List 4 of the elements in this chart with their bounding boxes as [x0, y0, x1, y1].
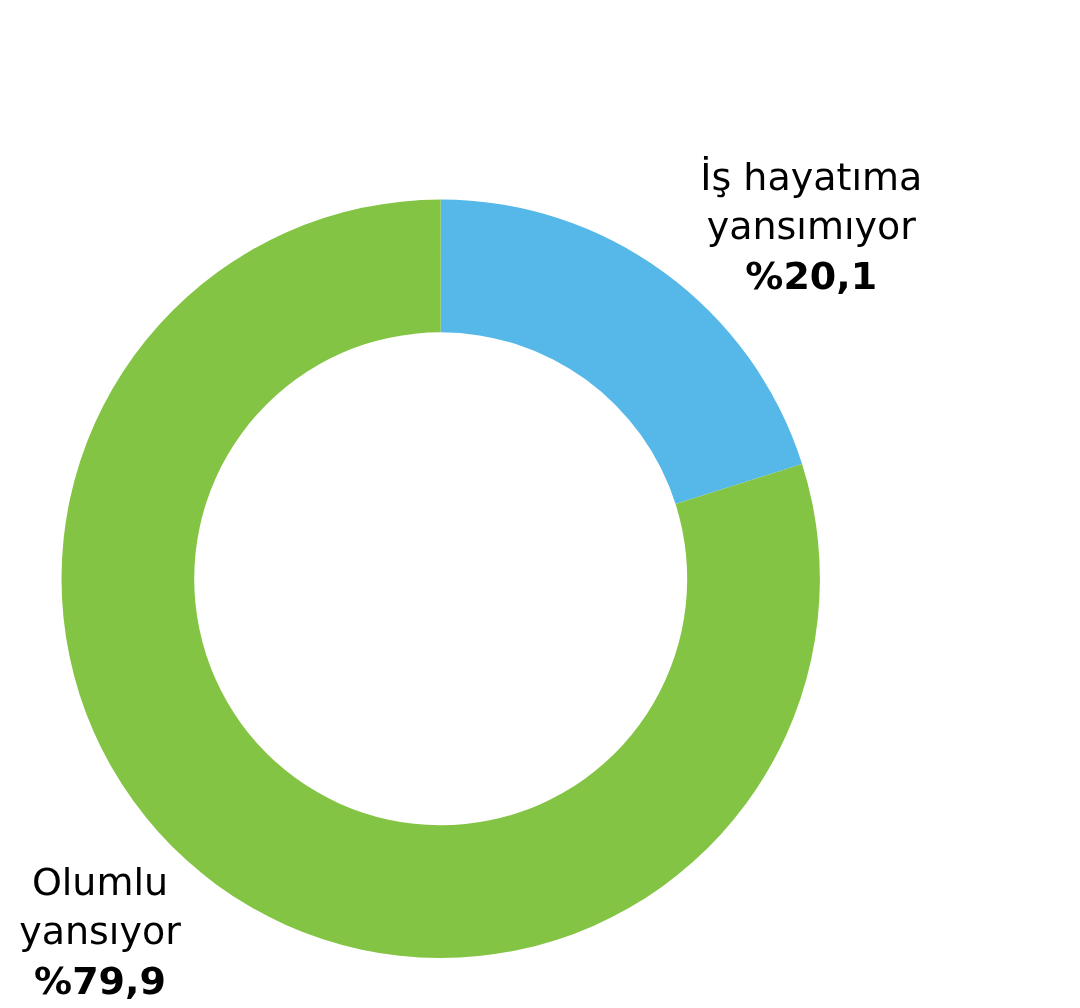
slice-label: Olumlu yansıyor: [19, 860, 182, 954]
data-label: %79,9: [34, 958, 166, 1003]
data-label: %20,1: [745, 253, 878, 298]
slice-label: İş hayatıma yansımıyor: [700, 154, 923, 249]
